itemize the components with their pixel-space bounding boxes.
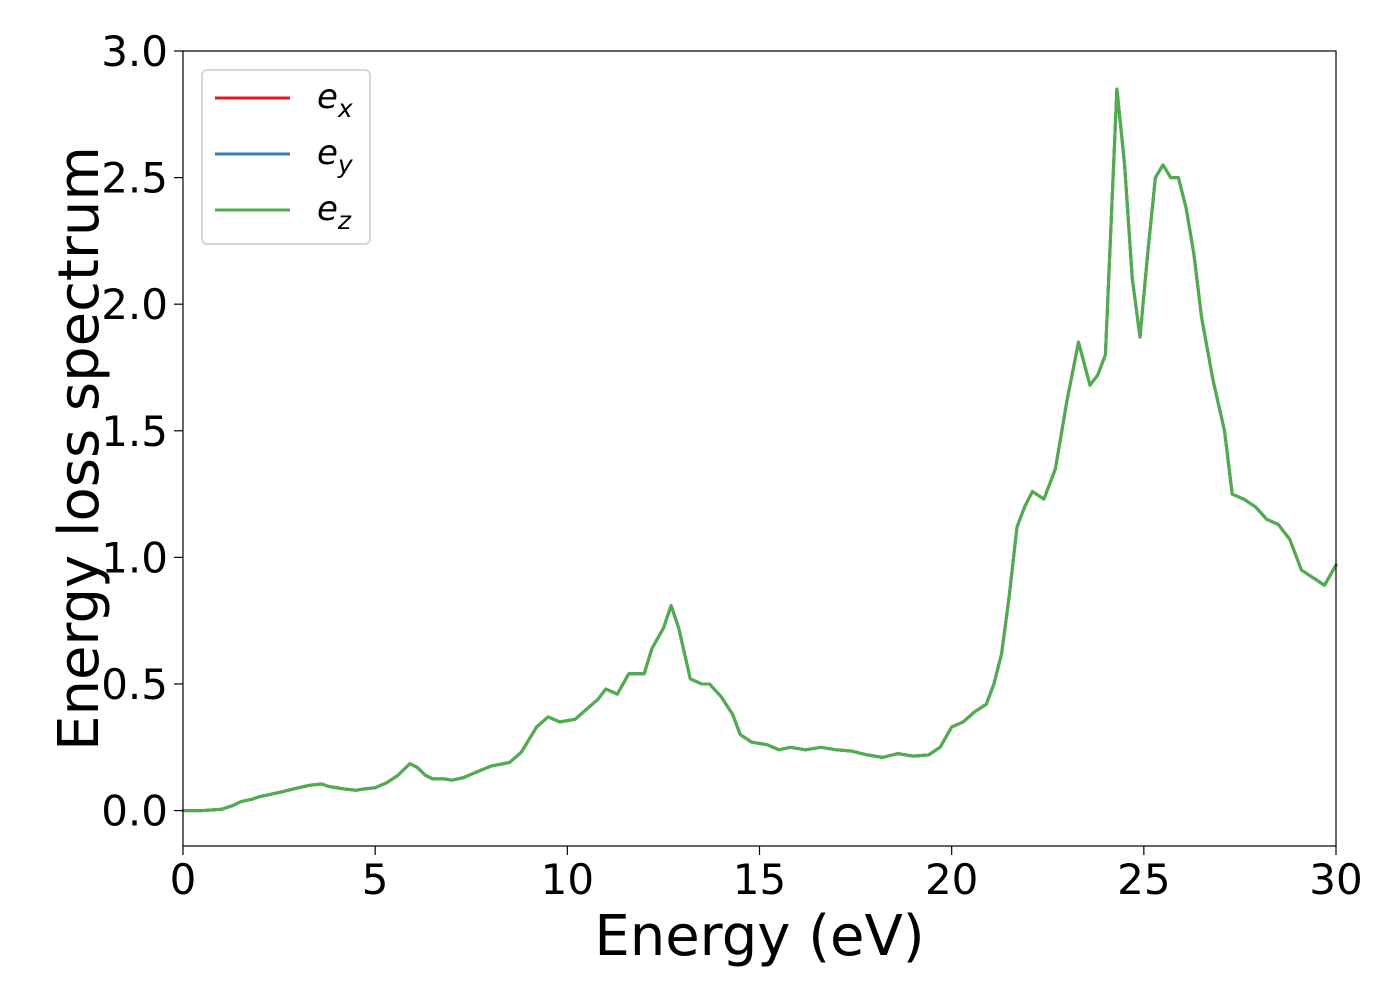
x-tick-label: 0 xyxy=(170,855,197,904)
y-tick-label: 1.5 xyxy=(101,407,168,456)
legend-label-x: ex xyxy=(317,77,353,123)
legend-box xyxy=(201,69,371,245)
series-line-e-z xyxy=(181,87,1338,813)
x-tick-label: 5 xyxy=(362,855,389,904)
legend: ex ey ez xyxy=(201,69,371,245)
y-tick-label: 1.0 xyxy=(101,533,168,582)
x-tick-label: 15 xyxy=(733,855,786,904)
y-axis-title: Energy loss spectrum xyxy=(47,146,112,751)
y-tick-label: 2.0 xyxy=(101,280,168,329)
series-layer xyxy=(181,87,1338,813)
x-tick-label: 20 xyxy=(925,855,978,904)
y-tick-label: 0.5 xyxy=(101,660,168,709)
y-tick-label: 0.0 xyxy=(101,787,168,836)
x-tick-label: 25 xyxy=(1117,855,1170,904)
x-tick-label: 30 xyxy=(1309,855,1362,904)
x-axis-ticks: 0 5 10 15 20 25 30 xyxy=(170,846,1363,904)
x-axis-title: Energy (eV) xyxy=(594,904,924,969)
legend-label-z: ez xyxy=(317,189,352,235)
legend-label-y: ey xyxy=(317,133,354,179)
y-tick-label: 3.0 xyxy=(101,27,168,76)
y-axis-ticks: 0.0 0.5 1.0 1.5 2.0 2.5 3.0 xyxy=(101,27,183,836)
y-tick-label: 2.5 xyxy=(101,154,168,203)
x-tick-label: 10 xyxy=(541,855,594,904)
